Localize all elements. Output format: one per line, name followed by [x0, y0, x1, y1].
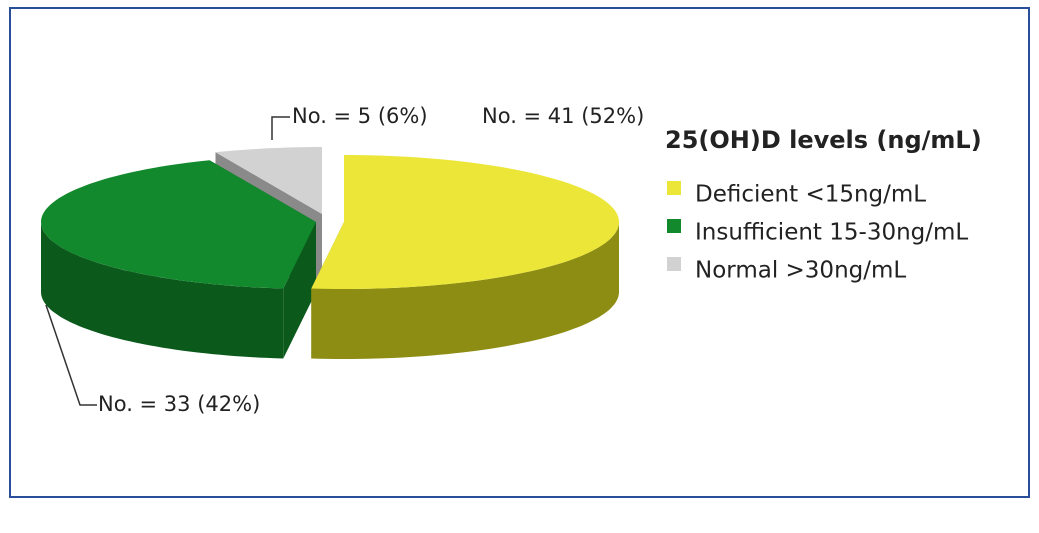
slice [215, 147, 322, 214]
data-label: No. = 5 (6%) [292, 104, 428, 128]
slice [41, 160, 316, 289]
data-label: No. = 41 (52%) [482, 104, 644, 128]
legend-label: Normal >30ng/mL [695, 258, 906, 284]
slice-side [41, 222, 284, 359]
legend-label: Insufficient 15-30ng/mL [695, 220, 968, 246]
leader-line [45, 304, 97, 406]
slice-side [311, 222, 619, 359]
slice [311, 155, 619, 289]
data-label: No. = 33 (42%) [98, 392, 260, 416]
legend-swatch [667, 257, 681, 271]
legend-swatch [667, 219, 681, 233]
legend-label: Deficient <15ng/mL [695, 182, 926, 208]
legend-title: 25(OH)D levels (ng/mL) [665, 126, 982, 154]
legend-swatch [667, 181, 681, 195]
leader-line [271, 116, 290, 140]
